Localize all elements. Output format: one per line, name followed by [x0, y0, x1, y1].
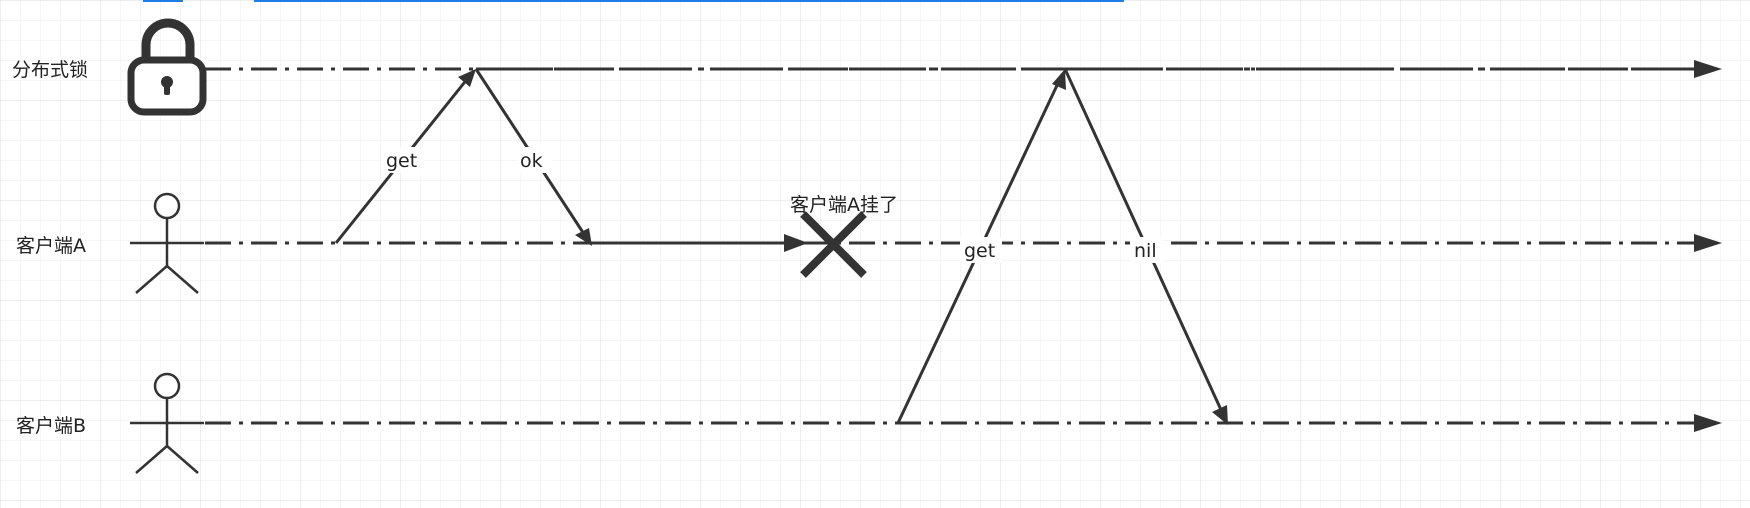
label-a-get: get — [386, 150, 417, 172]
row-label-client-b: 客户端B — [16, 415, 86, 437]
client-a-active-segment — [592, 234, 808, 252]
row-label-client-a: 客户端A — [16, 235, 86, 257]
top-ruler-marker — [143, 0, 183, 2]
client-b-stick-figure-icon — [130, 372, 204, 474]
label-bg — [516, 147, 552, 173]
row-label-lock: 分布式锁 — [12, 59, 88, 81]
lifeline-lock — [205, 60, 1722, 78]
lifeline-client-a — [205, 234, 1722, 252]
label-b-nil: nil — [1134, 240, 1157, 262]
label-a-ok: ok — [520, 150, 543, 172]
label-bg — [382, 147, 424, 173]
padlock-icon — [127, 18, 207, 116]
top-ruler-selection — [254, 0, 1124, 2]
lifeline-client-b — [205, 414, 1722, 432]
label-b-get: get — [964, 240, 995, 262]
cross-icon — [800, 211, 867, 278]
label-bg — [1130, 237, 1164, 263]
client-a-stick-figure-icon — [130, 192, 204, 294]
note-client-a-crash: 客户端A挂了 — [790, 194, 898, 216]
label-bg — [960, 237, 1002, 263]
